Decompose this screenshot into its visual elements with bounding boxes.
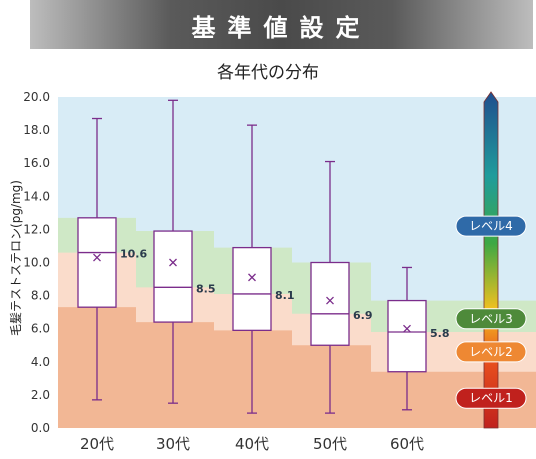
y-tick-label: 4.0 <box>31 355 50 369</box>
mean-marker <box>169 258 177 267</box>
header-banner: 基準値設定 <box>30 0 533 49</box>
level-badge-3: レベル3 <box>455 308 527 330</box>
x-tick-label: 60代 <box>390 435 424 453</box>
y-tick-label: 20.0 <box>23 90 50 104</box>
box-iqr <box>232 246 272 332</box>
box-iqr <box>310 261 350 346</box>
median-label: 8.1 <box>275 289 295 302</box>
box-iqr <box>387 299 427 373</box>
box-5: 5.8 <box>387 266 450 411</box>
y-tick-label: 10.0 <box>23 256 50 270</box>
median-label: 10.6 <box>120 248 147 261</box>
chart-title: 各年代の分布 <box>217 63 319 83</box>
median-label: 8.5 <box>196 282 216 295</box>
y-axis-label: 毛髪テストステロン(pg/mg) <box>9 180 23 336</box>
y-tick-label: 14.0 <box>23 189 50 203</box>
box-1: 10.6 <box>77 117 147 401</box>
y-tick-label: 6.0 <box>31 322 50 336</box>
level-pill <box>455 387 527 409</box>
level-label: レベル4 <box>469 219 513 233</box>
x-tick-label: 30代 <box>156 435 190 453</box>
y-tick-label: 16.0 <box>23 156 50 170</box>
mean-marker <box>248 273 256 282</box>
y-tick-label: 0.0 <box>31 421 50 435</box>
level-pill <box>455 341 527 363</box>
mean-marker <box>326 296 334 305</box>
mean-marker <box>403 324 411 333</box>
y-tick-label: 2.0 <box>31 388 50 402</box>
level-badge-4: レベル4 <box>455 215 527 237</box>
level-label: レベル1 <box>469 391 513 405</box>
y-tick-label: 12.0 <box>23 222 50 236</box>
box-3: 8.1 <box>232 124 295 414</box>
level-label: レベル3 <box>469 312 513 326</box>
level-badge-1: レベル1 <box>455 387 527 409</box>
level-badge-2: レベル2 <box>455 341 527 363</box>
x-tick-label: 50代 <box>313 435 347 453</box>
banner-title: 基準値設定 <box>191 14 372 42</box>
box-2: 8.5 <box>153 99 216 404</box>
y-tick-label: 18.0 <box>23 123 50 137</box>
x-tick-label: 40代 <box>235 435 269 453</box>
median-label: 6.9 <box>353 309 373 322</box>
mean-marker <box>93 253 101 262</box>
level-pill <box>455 308 527 330</box>
x-tick-label: 20代 <box>80 435 114 453</box>
level-arrow <box>483 91 499 429</box>
box-iqr <box>77 217 117 308</box>
level-pill <box>455 215 527 237</box>
box-4: 6.9 <box>310 160 373 414</box>
median-label: 5.8 <box>430 327 450 340</box>
box-iqr <box>153 230 193 323</box>
y-tick-label: 8.0 <box>31 289 50 303</box>
band-1 <box>58 307 536 428</box>
level-label: レベル2 <box>469 345 513 359</box>
